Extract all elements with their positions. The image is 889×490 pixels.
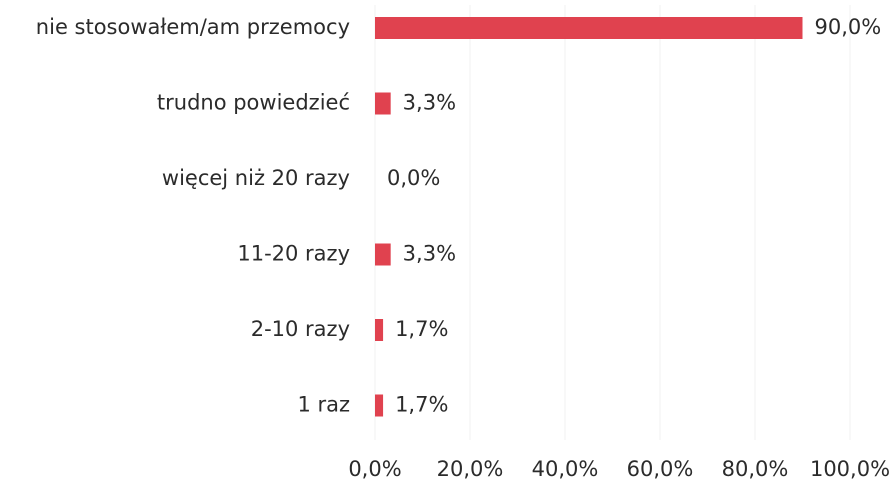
bar xyxy=(375,394,384,417)
y-tick-label: nie stosowałem/am przemocy xyxy=(36,15,350,39)
bar xyxy=(375,17,803,39)
x-tick-label: 80,0% xyxy=(722,457,789,481)
y-tick-label: 2-10 razy xyxy=(251,317,350,341)
data-label: 3,3% xyxy=(403,91,456,115)
data-label: 0,0% xyxy=(387,166,440,190)
x-tick-label: 20,0% xyxy=(437,457,504,481)
y-tick-label: trudno powiedzieć xyxy=(157,91,350,115)
x-tick-label: 0,0% xyxy=(348,457,401,481)
data-label: 90,0% xyxy=(815,15,882,39)
x-tick-label: 60,0% xyxy=(627,457,694,481)
x-tick-label: 100,0% xyxy=(810,457,889,481)
y-tick-label: 1 raz xyxy=(297,393,350,417)
x-tick-label: 40,0% xyxy=(532,457,599,481)
bar xyxy=(375,319,384,341)
data-label: 3,3% xyxy=(403,242,456,266)
data-label: 1,7% xyxy=(395,393,448,417)
y-tick-label: więcej niż 20 razy xyxy=(162,166,350,190)
y-tick-label: 11-20 razy xyxy=(237,242,350,266)
bar xyxy=(375,92,391,115)
data-label: 1,7% xyxy=(395,317,448,341)
bar xyxy=(375,243,391,266)
